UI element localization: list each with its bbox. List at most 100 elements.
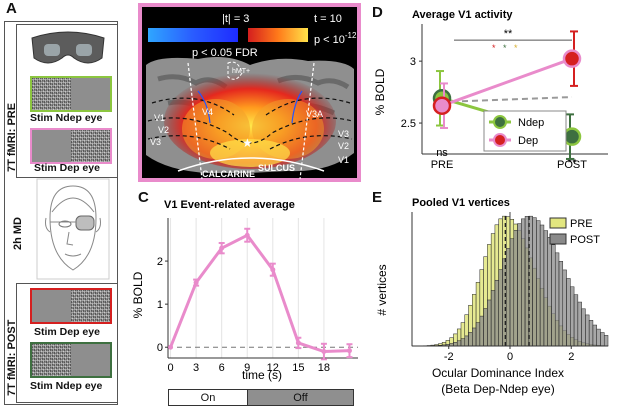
legend-dep: Dep (518, 135, 538, 147)
pre-stim-ndep-caption: Stim Ndep eye (30, 112, 103, 124)
chart-e-bar-post (460, 338, 466, 347)
chart-e-ylabel: # vertices (375, 264, 389, 315)
region-label-v3-left: V3 (150, 137, 161, 147)
chart-c-ytick: 0 (157, 342, 163, 354)
stim-off-segment: Off (247, 390, 353, 405)
region-label-v3-right: V3 (338, 129, 349, 139)
stim-on-segment: On (169, 390, 247, 405)
chart-d-ytick: 2.5 (401, 118, 416, 130)
chart-e-bar-post (468, 332, 473, 347)
chart-e-bar-post (562, 269, 567, 347)
legend-pre: PRE (570, 218, 593, 230)
pre-stim-ndep (30, 76, 112, 112)
chart-c-point (346, 348, 352, 354)
p-max-exponent: -12 (345, 31, 357, 40)
chart-c-xtick: 9 (244, 362, 250, 374)
chart-e-bar-post (539, 224, 545, 347)
chart-e-bar-post (475, 322, 481, 347)
chart-c-ylabel: % BOLD (131, 271, 145, 318)
region-label-v2-right: V2 (338, 141, 349, 151)
pre-label: 7T fMRI: PRE (6, 102, 18, 172)
chart-d-ytick: 3 (410, 56, 416, 68)
pre-stim-dep (30, 128, 112, 164)
calcarine-label: CALCARINE (202, 169, 255, 179)
chart-e-xlabel: Ocular Dominance Index (432, 366, 564, 380)
chart-e-bar-post (536, 220, 541, 347)
stim-timing-bar: On Off (168, 389, 354, 406)
chart-e-bar-post (509, 238, 515, 347)
chart-c-point (193, 280, 199, 286)
chart-e-bar-post (472, 327, 477, 347)
chart-e-bar-post (592, 324, 597, 347)
chart-d-xtick: POST (557, 159, 587, 171)
chart-d-sig-star-yellow: * (514, 43, 518, 53)
legend-ndep: Ndep (518, 117, 544, 129)
chart-e-xlabel2: (Beta Dep-Ndep eye) (441, 382, 554, 396)
chart-c-ytick: 2 (157, 256, 163, 268)
chart-e-bar-post (498, 269, 503, 347)
chart-e-bar-post (487, 299, 492, 347)
chart-e-legend: PRE POST (549, 217, 600, 246)
chart-c-point (244, 232, 250, 238)
p-fdr-label: p < 0.05 FDR (192, 47, 258, 59)
chart-e-xtick: -2 (444, 351, 454, 363)
chart-d-sig-star-green: * (503, 43, 507, 53)
chart-e-bar-post (521, 218, 526, 347)
chart-e-xtick: 2 (568, 351, 574, 363)
chart-c-xtick: 3 (193, 362, 199, 374)
chart-d-ylabel: % BOLD (373, 68, 387, 115)
chart-c-title: V1 Event-related average (164, 199, 295, 211)
panel-label-d: D (372, 4, 383, 21)
chart-e-bar-post (570, 286, 575, 347)
fovea-star-icon: ★ (242, 136, 253, 150)
chart-e-bar-post (566, 278, 571, 347)
face-eyepatch-image (36, 178, 110, 280)
region-label-hmt: hMT+ (232, 68, 250, 75)
chart-e-bar-post (456, 340, 462, 347)
panel-label-c: C (138, 189, 149, 206)
chart-e-bar-post (554, 252, 560, 347)
chart-e-bar-post (543, 230, 548, 347)
chart-e-bar-post (588, 320, 594, 347)
md-label: 2h MD (12, 217, 24, 250)
chart-e-bar-post (585, 314, 590, 347)
chart-d-point-dep (432, 96, 452, 115)
chart-c-point (219, 245, 225, 251)
chart-c-point (270, 267, 276, 273)
chart-e-bar-post (596, 328, 601, 347)
chart-e-bar-post (479, 315, 484, 347)
chart-c-xlabel: time (s) (242, 368, 282, 382)
post-stim-ndep (30, 342, 112, 378)
chart-e-bar-post (513, 230, 518, 347)
chart-e-bar-post (494, 279, 499, 347)
chart-c-ytick: 1 (157, 299, 163, 311)
legend-post: POST (570, 234, 600, 246)
post-label: 7T fMRI: POST (6, 319, 18, 396)
chart-d-average-line (441, 96, 573, 103)
chart-e-bar-post (517, 223, 522, 347)
chart-c-xtick: 0 (167, 362, 173, 374)
goggles-image (31, 31, 105, 64)
chart-e-bar-post (547, 237, 552, 347)
chart-e-bar-post (464, 335, 469, 347)
svg-text:p < 10-12: p < 10-12 (314, 31, 357, 46)
chart-e-bar-post (600, 332, 605, 347)
chart-d-sig-star-red: * (492, 43, 496, 53)
chart-d-title: Average V1 activity (412, 9, 513, 21)
chart-e-xtick: 0 (507, 351, 513, 363)
chart-e-bar-post (551, 244, 556, 347)
post-stim-dep-caption: Stim Dep eye (34, 326, 100, 338)
chart-c-point (321, 349, 327, 355)
t-max-label: t = 10 (314, 13, 342, 25)
chart-c-point (295, 340, 301, 346)
chart-e-bar-post (453, 342, 458, 347)
chart-e-bar-post (490, 290, 496, 347)
region-label-v1-left-upper: V1 (154, 113, 165, 123)
chart-e-bar-post (532, 217, 537, 347)
region-label-v3a: V3A (306, 109, 323, 119)
region-label-v4: V4 (202, 107, 213, 117)
chart-e-bar-post (581, 308, 586, 347)
chart-c-point (168, 344, 174, 350)
chart-e-title: Pooled V1 vertices (412, 197, 510, 209)
chart-d-xtick: PRE (431, 159, 454, 171)
